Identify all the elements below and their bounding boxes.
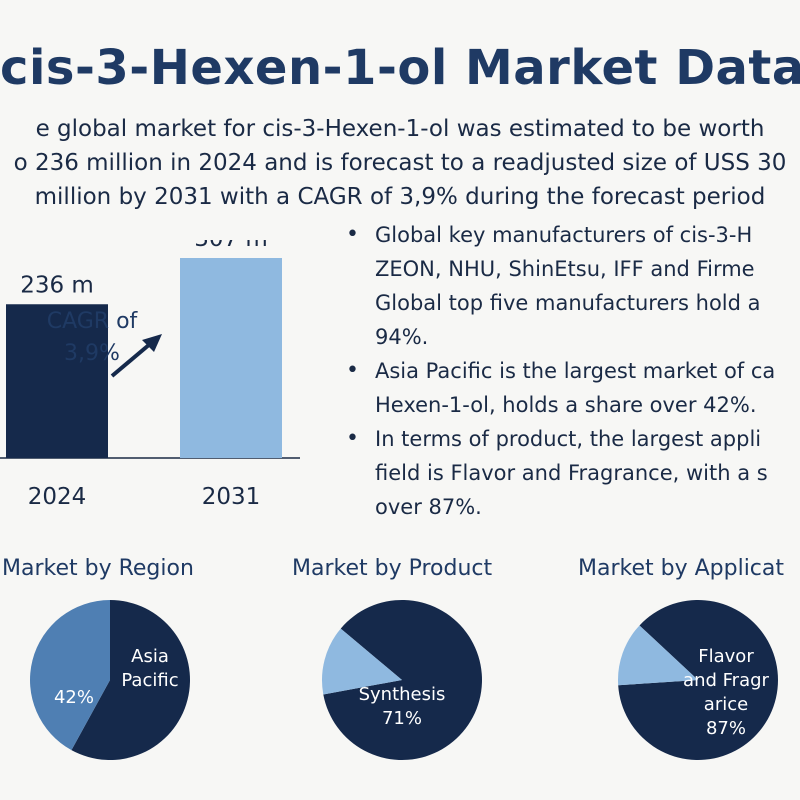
pie-slice-label: Pacific <box>121 670 178 691</box>
pie-slice-label: 42% <box>54 687 94 708</box>
pie-slice-label: arice <box>704 694 748 715</box>
key-fact-line: Global key manufacturers of cis-3-H <box>375 223 753 247</box>
intro-line: e global market for cis-3-Hexen-1-ol was… <box>35 116 765 142</box>
key-facts-list: Global key manufacturers of cis-3-H ZEON… <box>344 218 800 524</box>
key-fact-line: 94%. <box>375 325 429 349</box>
bar-value-label: 307 m <box>194 240 268 252</box>
key-fact-line: ZEON, NHU, ShinEtsu, IFF and Firme <box>375 257 755 281</box>
application-pie-title: Market by Applicat <box>578 556 785 581</box>
bar-2031 <box>180 258 282 458</box>
growth-arrowhead-icon <box>142 334 162 352</box>
key-fact-line: In terms of product, the largest appli <box>375 427 762 451</box>
pie-slice-label: 71% <box>382 708 422 729</box>
key-fact-line: Global top five manufacturers hold a <box>375 291 761 315</box>
pie-slice-label: and Fragr <box>683 670 769 691</box>
region-pie-title: Market by Region <box>2 556 194 581</box>
page-title: cis-3-Hexen-1-ol Market Data <box>0 40 800 96</box>
cagr-annotation-line: 3,9% <box>64 341 120 366</box>
market-size-bar-chart: 236 m 2024 307 m 2031 CAGR of 3,9% <box>0 240 300 510</box>
key-fact-item: In terms of product, the largest appli f… <box>344 422 800 524</box>
region-pie-chart: Asia Pacific 42% <box>29 600 190 760</box>
pie-slice-label: Asia <box>131 646 169 667</box>
key-fact-item: Global key manufacturers of cis-3-H ZEON… <box>344 218 800 354</box>
growth-arrow-icon <box>110 342 152 378</box>
bar-category-label: 2031 <box>202 484 261 510</box>
key-fact-line: field is Flavor and Fragrance, with a s <box>375 461 768 485</box>
pie-slice-label: Synthesis <box>359 684 446 705</box>
key-fact-item: Asia Pacific is the largest market of ca… <box>344 354 800 422</box>
pie-slice <box>323 600 482 760</box>
pie-slice <box>71 600 190 760</box>
bar-category-label: 2024 <box>28 484 87 510</box>
pie-slice <box>618 625 698 686</box>
pie-slice <box>29 600 110 751</box>
pie-slice-label: Flavor <box>698 646 754 667</box>
pie-slice <box>618 600 778 760</box>
product-pie-chart: Synthesis 71% <box>322 600 482 760</box>
key-fact-line: Asia Pacific is the largest market of ca <box>375 359 776 383</box>
pie-slice-label: 87% <box>706 718 746 739</box>
bar-value-label: 236 m <box>20 272 94 298</box>
bar-2024 <box>6 304 108 458</box>
intro-line: o 236 million in 2024 and is forecast to… <box>13 150 787 176</box>
pie-slice <box>322 628 402 695</box>
intro-paragraph: e global market for cis-3-Hexen-1-ol was… <box>0 112 800 214</box>
intro-line: million by 2031 with a CAGR of 3,9% duri… <box>34 184 766 210</box>
application-pie-chart: Flavor and Fragr arice 87% <box>618 600 778 760</box>
cagr-annotation-line: CAGR of <box>47 309 139 334</box>
key-fact-line: Hexen-1-ol, holds a share over 42%. <box>375 393 757 417</box>
key-fact-line: over 87%. <box>375 495 482 519</box>
product-pie-title: Market by Product <box>292 556 493 581</box>
